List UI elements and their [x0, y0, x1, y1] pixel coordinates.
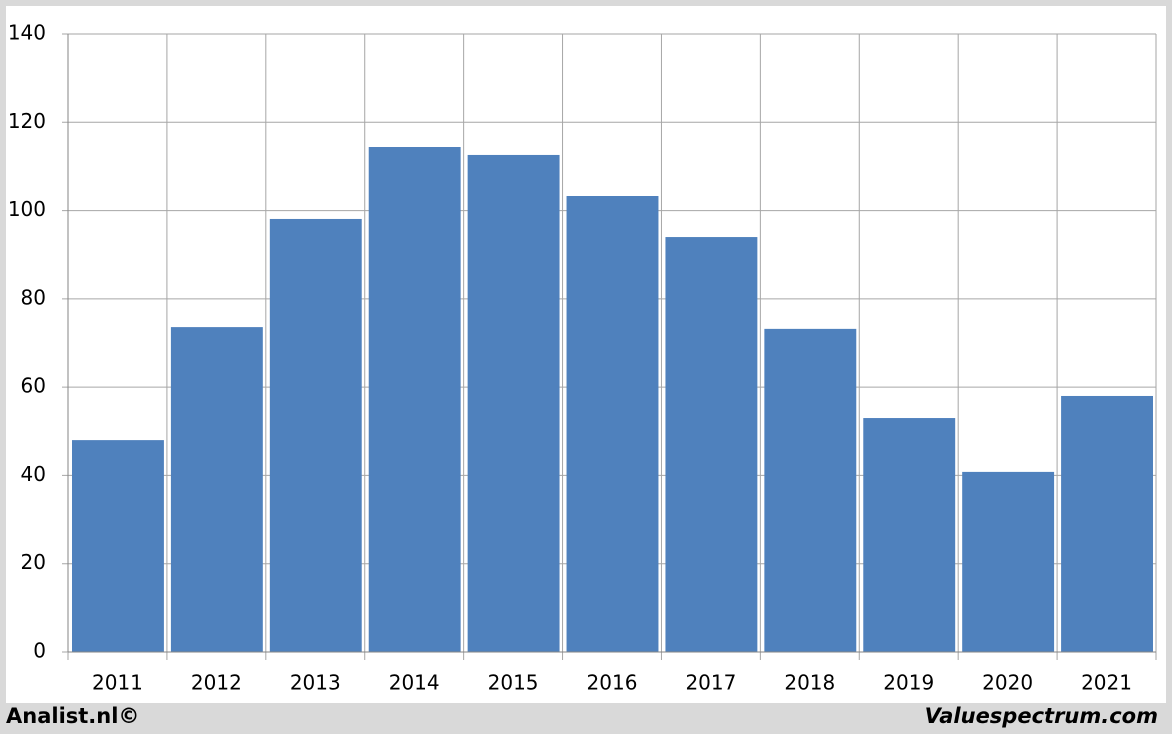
bar	[566, 196, 659, 653]
footer-right: Valuespectrum.com	[925, 704, 1158, 728]
x-tick-label: 2021	[1081, 671, 1132, 695]
x-tick-label: 2016	[587, 671, 638, 695]
footer-left: Analist.nl©	[6, 704, 139, 728]
y-tick-label: 40	[21, 462, 46, 486]
x-tick-label: 2020	[982, 671, 1033, 695]
bar	[863, 418, 956, 652]
y-tick-label: 80	[21, 285, 46, 309]
x-tick-label: 2018	[784, 671, 835, 695]
bar	[170, 327, 263, 652]
x-tick-label: 2017	[685, 671, 736, 695]
y-tick-label: 20	[21, 550, 46, 574]
bar	[665, 237, 758, 653]
bar	[962, 471, 1055, 652]
x-tick-label: 2015	[488, 671, 539, 695]
y-tick-label: 100	[8, 197, 46, 221]
bar	[467, 154, 560, 653]
bar	[1061, 395, 1153, 652]
x-tick-label: 2019	[883, 671, 934, 695]
x-tick-label: 2013	[290, 671, 341, 695]
y-tick-label: 140	[8, 21, 46, 45]
x-tick-label: 2014	[389, 671, 440, 695]
bar	[72, 440, 164, 652]
bar	[368, 147, 461, 652]
x-tick-label: 2012	[191, 671, 242, 695]
bar	[269, 218, 362, 653]
y-tick-label: 120	[8, 109, 46, 133]
bar	[764, 328, 857, 652]
y-tick-label: 0	[33, 639, 46, 663]
x-tick-label: 2011	[92, 671, 143, 695]
y-tick-label: 60	[21, 374, 46, 398]
